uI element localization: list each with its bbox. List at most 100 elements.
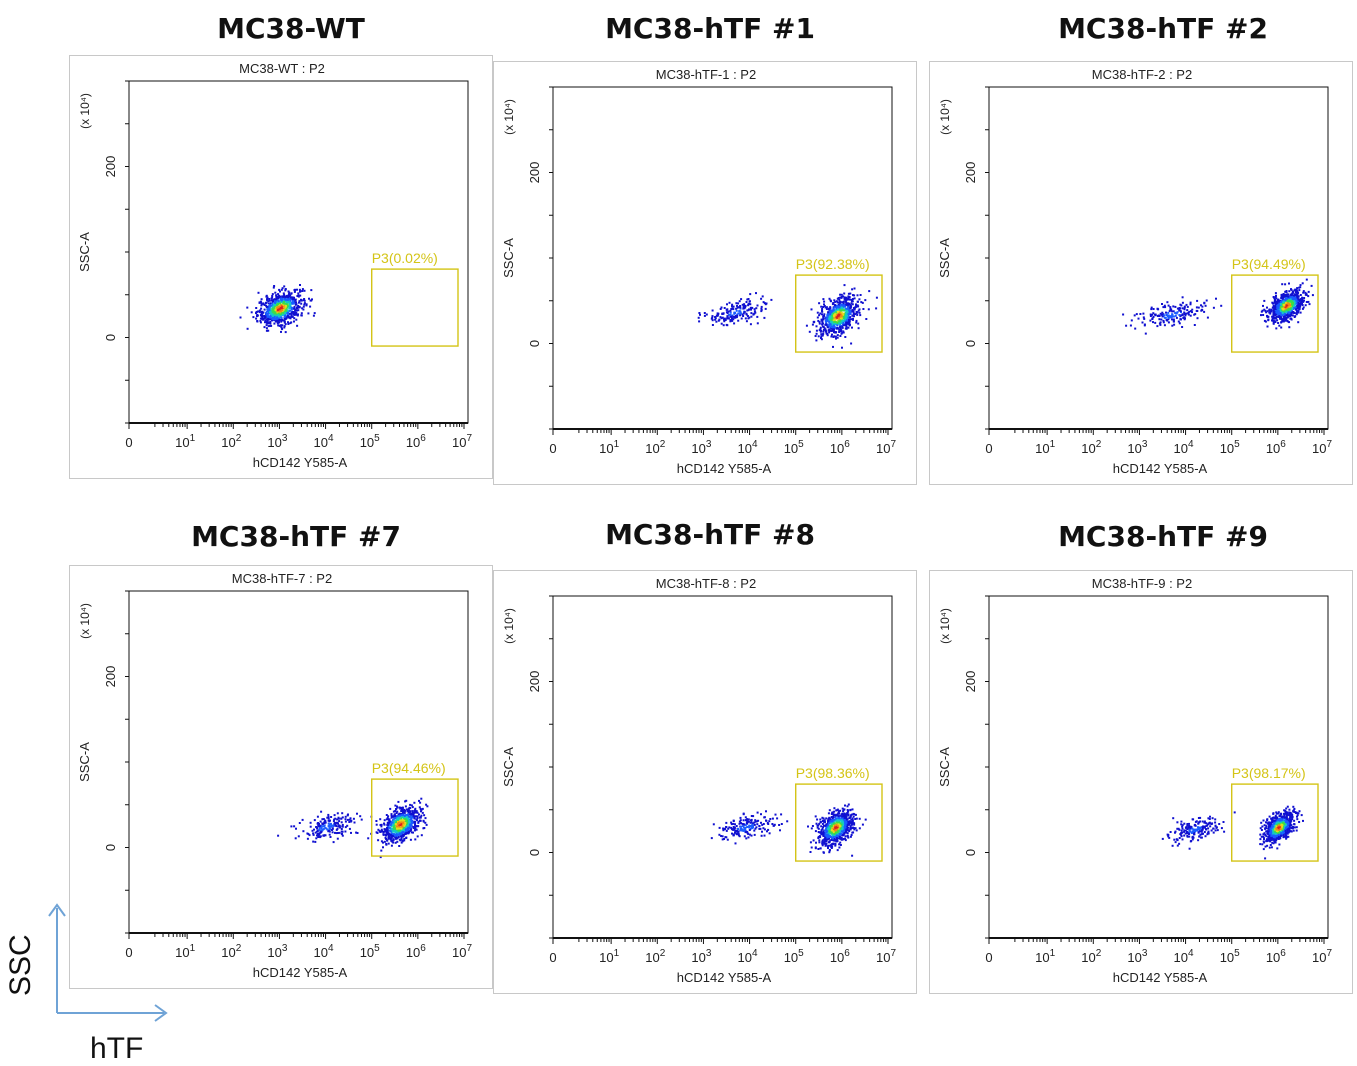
event-dot: [858, 327, 860, 329]
x-tick-label: 107: [452, 433, 472, 450]
event-dot: [822, 306, 824, 308]
event-dot: [844, 284, 846, 286]
event-dot: [824, 842, 826, 844]
event-dot: [285, 288, 287, 290]
event-dot: [832, 812, 834, 814]
event-dot: [722, 835, 724, 837]
event-dot: [307, 838, 309, 840]
event-dot: [856, 829, 858, 831]
event-dot: [1190, 315, 1192, 317]
event-dot: [1179, 304, 1181, 306]
event-dot: [425, 817, 427, 819]
event-dot: [711, 837, 713, 839]
event-dot: [845, 322, 847, 324]
event-dot: [395, 823, 397, 825]
event-dot: [414, 829, 416, 831]
event-dot: [748, 308, 750, 310]
event-dot: [260, 321, 262, 323]
event-dot: [839, 323, 841, 325]
event-dot: [285, 331, 287, 333]
event-dot: [292, 303, 294, 305]
event-dot: [328, 817, 330, 819]
event-dot: [845, 814, 847, 816]
event-dot: [384, 824, 386, 826]
event-dot: [1273, 296, 1275, 298]
event-dot: [851, 832, 853, 834]
event-dot: [1287, 320, 1289, 322]
event-dot: [1168, 305, 1170, 307]
event-dot: [763, 816, 765, 818]
event-dot: [382, 833, 384, 835]
gate-label: P3(98.36%): [796, 765, 870, 781]
event-dot: [1168, 314, 1170, 316]
event-dot: [412, 817, 414, 819]
event-dot: [825, 817, 827, 819]
event-dot: [261, 311, 263, 313]
x-axis-label: hCD142 Y585-A: [677, 461, 772, 476]
event-dot: [418, 800, 420, 802]
event-dot: [282, 319, 284, 321]
event-dot: [296, 325, 298, 327]
event-dot: [846, 320, 848, 322]
event-dot: [259, 311, 261, 313]
event-dot: [277, 835, 279, 837]
event-dot: [287, 299, 289, 301]
event-dot: [384, 819, 386, 821]
event-dot: [338, 825, 340, 827]
y-multiplier-label: (x 10⁴): [502, 608, 516, 644]
event-dot: [1160, 321, 1162, 323]
plot-subtitle: MC38-hTF-1 : P2: [656, 67, 756, 82]
event-dot: [839, 335, 841, 337]
event-dot: [850, 814, 852, 816]
event-dot: [748, 303, 750, 305]
event-dot: [1296, 296, 1298, 298]
event-dot: [810, 851, 812, 853]
event-dot: [327, 814, 329, 816]
event-dot: [396, 807, 398, 809]
event-dot: [825, 330, 827, 332]
event-dot: [1150, 308, 1152, 310]
event-dot: [1187, 306, 1189, 308]
event-dot: [261, 315, 263, 317]
event-dot: [837, 334, 839, 336]
event-dot: [391, 814, 393, 816]
event-dot: [847, 810, 849, 812]
event-dot: [1152, 317, 1154, 319]
event-dot: [1302, 304, 1304, 306]
event-dot: [376, 824, 378, 826]
event-dot: [1160, 313, 1162, 315]
event-dot: [838, 811, 840, 813]
event-dot: [1307, 295, 1309, 297]
event-dot: [375, 820, 377, 822]
event-dot: [1280, 297, 1282, 299]
event-dot: [1267, 326, 1269, 328]
event-dot: [840, 828, 842, 830]
event-dot: [1290, 288, 1292, 290]
event-dot: [295, 312, 297, 314]
event-dot: [293, 825, 295, 827]
event-dot: [835, 831, 837, 833]
event-dot: [1312, 294, 1314, 296]
event-dot: [1176, 317, 1178, 319]
event-dot: [268, 308, 270, 310]
event-dot: [337, 828, 339, 830]
event-dot: [806, 325, 808, 327]
event-dot: [1288, 304, 1290, 306]
event-dot: [721, 323, 723, 325]
event-dot: [1295, 308, 1297, 310]
event-dot: [404, 815, 406, 817]
event-dot: [1280, 303, 1282, 305]
event-dot: [845, 304, 847, 306]
event-dot: [288, 291, 290, 293]
x-tick-label: 104: [1174, 948, 1194, 965]
event-dot: [283, 302, 285, 304]
event-dot: [822, 826, 824, 828]
event-dot: [1273, 323, 1275, 325]
y-tick-label: 0: [527, 849, 542, 856]
event-dot: [761, 306, 763, 308]
event-dot: [835, 826, 837, 828]
event-dot: [284, 299, 286, 301]
event-dot: [274, 318, 276, 320]
